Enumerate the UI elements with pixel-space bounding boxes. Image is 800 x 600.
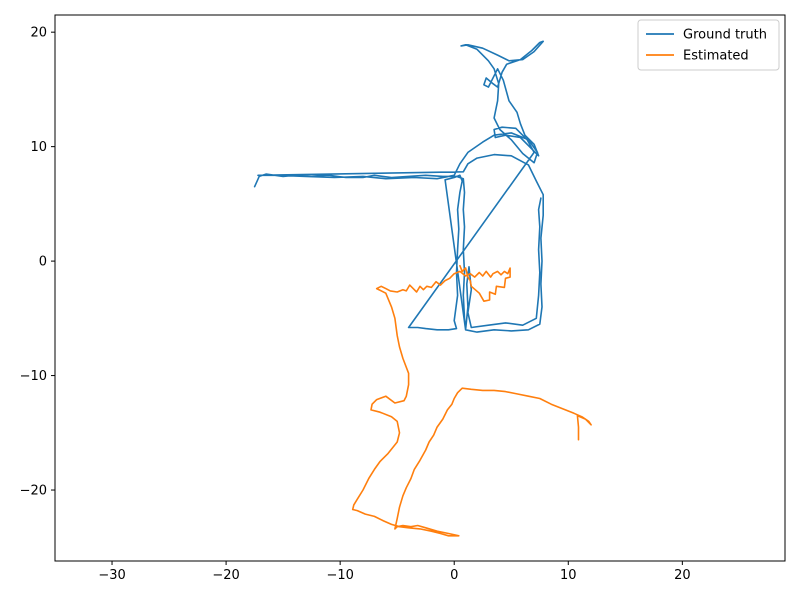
x-tick-label: −20 [212, 568, 239, 583]
plot-layer [253, 40, 592, 537]
legend-box [637, 19, 780, 71]
y-tick-label: 20 [30, 26, 47, 41]
x-tick-label: 20 [674, 568, 691, 583]
series-line-ground-truth [253, 40, 544, 333]
x-tick-label: 0 [450, 568, 458, 583]
legend-label-estimated: Estimated [683, 49, 749, 64]
y-tick-label: 10 [30, 140, 47, 155]
series-line-estimated [351, 264, 592, 537]
x-tick-label: 10 [560, 568, 577, 583]
legend: Ground truth Estimated [637, 19, 780, 71]
x-tick-label: −10 [326, 568, 353, 583]
x-tick-label: −30 [98, 568, 125, 583]
axes-frame [54, 14, 786, 562]
y-tick-label: 0 [39, 255, 47, 270]
y-tick-label: −10 [20, 369, 47, 384]
legend-label-ground-truth: Ground truth [683, 28, 767, 43]
axes-layer: −30 −20 −10 0 10 20 −20 −10 0 10 20 [20, 14, 786, 583]
y-tick-label: −20 [20, 484, 47, 499]
